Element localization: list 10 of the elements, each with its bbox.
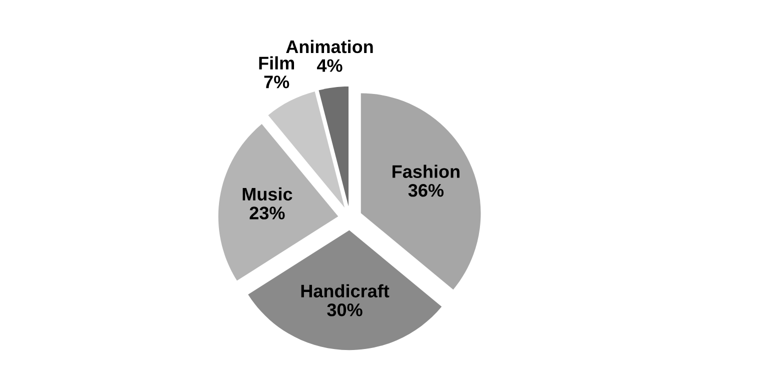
slice-label: Fashion	[392, 164, 460, 178]
data-label: 30%	[327, 303, 362, 316]
data-label: 4%	[316, 59, 342, 72]
data-label: 23%	[250, 206, 285, 220]
slice-label: Handicraft	[301, 284, 390, 298]
data-label: 7%	[264, 76, 290, 88]
slice-label: Film	[259, 56, 294, 70]
slice-label: Music	[242, 187, 292, 201]
slice-label: Animation	[286, 40, 373, 54]
data-label: 36%	[408, 184, 444, 197]
